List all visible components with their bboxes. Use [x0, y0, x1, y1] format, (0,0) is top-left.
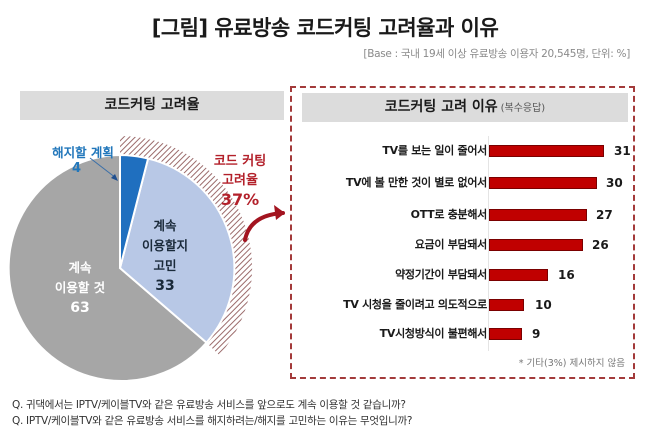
left-panel-header: 코드커팅 고려율: [20, 91, 284, 120]
slice-label-cancel: 해지할 계획 4: [38, 142, 128, 176]
bar-axis-line: [488, 136, 489, 351]
slice-value-continue: 63: [70, 300, 90, 316]
question-1: Q. 귀댁에서는 IPTV/케이블TV와 같은 유료방송 서비스를 앞으로도 계…: [12, 399, 406, 411]
callout-line2: 고려율: [222, 173, 258, 188]
bar: [489, 269, 548, 281]
slice-label-continue: 계속 이용할 것 63: [40, 258, 120, 318]
bar: [489, 209, 587, 221]
bar-label: 약정기간이 부담돼서: [395, 268, 487, 281]
slice-value-considering: 33: [155, 278, 175, 294]
bar-value: 10: [535, 298, 552, 312]
cord-cutting-callout: 코드 커팅 고려율 37%: [200, 152, 280, 209]
bar-label: OTT로 충분해서: [410, 208, 488, 221]
pie-slice-cancel-plan: [119, 153, 150, 269]
bar: [489, 177, 597, 189]
right-panel-header-sub: (복수응답): [500, 103, 546, 114]
bar-label: TV에 볼 만한 것이 별로 없어서: [345, 176, 487, 189]
bar-label: TV시청방식이 불편해서: [379, 327, 488, 340]
bar: [489, 239, 583, 251]
slice-label-cancel-text: 해지할 계획: [52, 145, 114, 160]
pie-slice-continue: [7, 153, 208, 382]
bar-label: 요금이 부담돼서: [414, 238, 488, 251]
slice-label-considering-line1: 계속: [153, 218, 177, 233]
slice-label-continue-line1: 계속: [68, 260, 92, 275]
pointer-arrowhead: [111, 174, 118, 181]
slice-label-continue-line2: 이용할 것: [54, 280, 106, 295]
pie-chart: [7, 135, 285, 382]
bar-row: TV를 보는 일이 줄어서 31: [292, 142, 637, 160]
bar: [489, 328, 522, 340]
cord-cutting-hatch-ring: [120, 135, 253, 356]
bar-row: 요금이 부담돼서 26: [292, 236, 637, 254]
pie-slice-considering: [118, 157, 236, 345]
bar-label: TV를 보는 일이 줄어서: [382, 144, 487, 157]
slice-label-considering-line3: 고민: [153, 258, 177, 273]
chart-title: [그림] 유료방송 코드커팅 고려율과 이유: [151, 16, 499, 40]
bar-value: 26: [592, 238, 609, 252]
bar-value: 31: [614, 144, 631, 158]
right-panel-header-title: 코드커팅 고려 이유: [384, 99, 498, 115]
bar-row: 약정기간이 부담돼서 16: [292, 266, 637, 284]
base-note: [Base : 국내 19세 이상 유료방송 이용자 20,545명, 단위: …: [363, 48, 630, 60]
slice-value-cancel: 4: [72, 161, 82, 176]
bar: [489, 145, 604, 157]
bar-value: 27: [596, 208, 613, 222]
bar-label: TV 시청을 줄이려고 의도적으로: [343, 298, 487, 311]
question-2: Q. IPTV/케이블TV와 같은 유료방송 서비스를 해지하려는/해지를 고민…: [12, 415, 413, 427]
footnote: * 기타(3%) 제시하지 않음: [518, 358, 625, 369]
bar-row: OTT로 충분해서 27: [292, 206, 637, 224]
callout-line1: 코드 커팅: [213, 154, 267, 169]
bar-value: 16: [558, 268, 575, 282]
bar: [489, 299, 524, 311]
pointer-line: [89, 157, 117, 179]
bar-row: TV에 볼 만한 것이 별로 없어서 30: [292, 174, 637, 192]
bar-value: 9: [532, 327, 541, 341]
reasons-panel: 코드커팅 고려 이유 (복수응답) TV를 보는 일이 줄어서 31 TV에 볼 …: [290, 86, 635, 379]
right-panel-header: 코드커팅 고려 이유 (복수응답): [302, 93, 628, 122]
bar-row: TV시청방식이 불편해서 9: [292, 325, 637, 343]
slice-label-considering-line2: 이용할지: [141, 238, 188, 253]
slice-label-considering: 계속 이용할지 고민 33: [130, 216, 200, 296]
callout-value: 37%: [220, 190, 260, 209]
bar-row: TV 시청을 줄이려고 의도적으로 10: [292, 296, 637, 314]
bar-value: 30: [606, 176, 623, 190]
